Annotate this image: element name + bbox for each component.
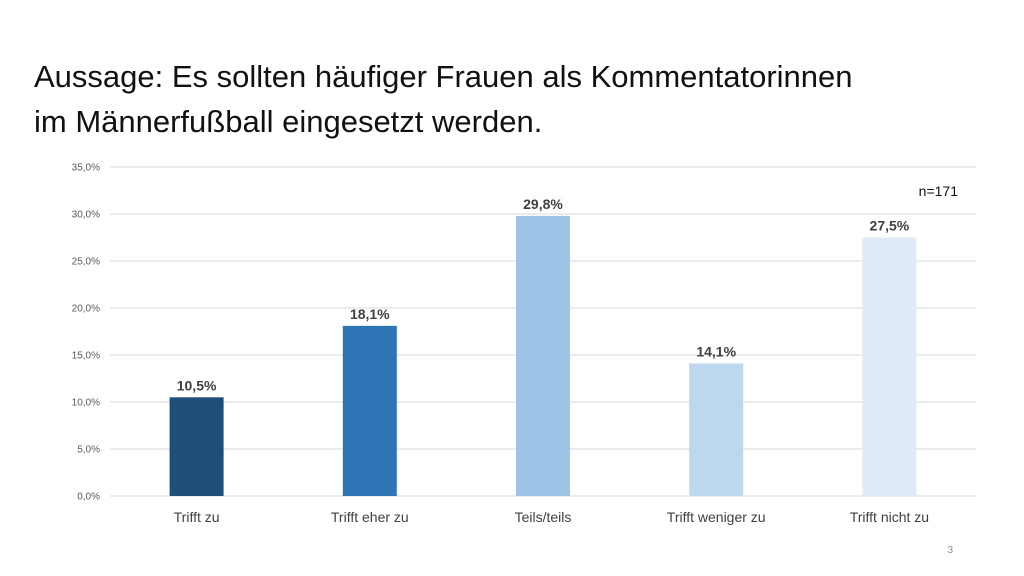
y-axis-tick-labels: 0,0% 5,0% 10,0% 15,0% 20,0% 25,0% 30,0% 35,0% [72,163,100,503]
y-tick-label: 5,0% [77,445,100,456]
y-tick-label: 30,0% [72,210,100,221]
slide-title-line-2: im Männerfußball eingesetzt werden. [34,104,543,139]
bar [689,363,744,496]
data-label: 10,5% [177,377,217,393]
data-labels: 10,5% 18,1% 29,8% 14,1% 27,5% [177,196,910,393]
data-label: 18,1% [350,306,390,322]
y-tick-label: 10,0% [72,398,100,409]
category-label: Trifft weniger zu [667,509,766,525]
y-tick-label: 25,0% [72,257,100,268]
y-tick-label: 35,0% [72,163,100,174]
bars [169,215,917,496]
bar [516,215,570,496]
bar [169,397,224,496]
category-labels: Trifft zu Trifft eher zu Teils/teils Trifft… [174,509,929,525]
category-label: Teils/teils [515,509,572,525]
bar [342,325,397,496]
category-label: Trifft nicht zu [850,509,929,525]
data-label: 27,5% [870,218,910,234]
category-label: Trifft zu [174,509,220,525]
y-tick-label: 20,0% [72,304,100,315]
y-tick-label: 0,0% [77,492,100,503]
data-label: 14,1% [696,343,736,359]
data-label: 29,8% [523,196,563,212]
bar [862,237,917,496]
page-number: 3 [947,545,953,556]
slide-title: Aussage: Es sollten häufiger Frauen als … [34,54,994,144]
category-label: Trifft eher zu [331,509,409,525]
slide-title-line-1: Aussage: Es sollten häufiger Frauen als … [34,59,853,94]
y-tick-label: 15,0% [72,351,100,362]
sample-size-annotation: n=171 [919,183,959,199]
